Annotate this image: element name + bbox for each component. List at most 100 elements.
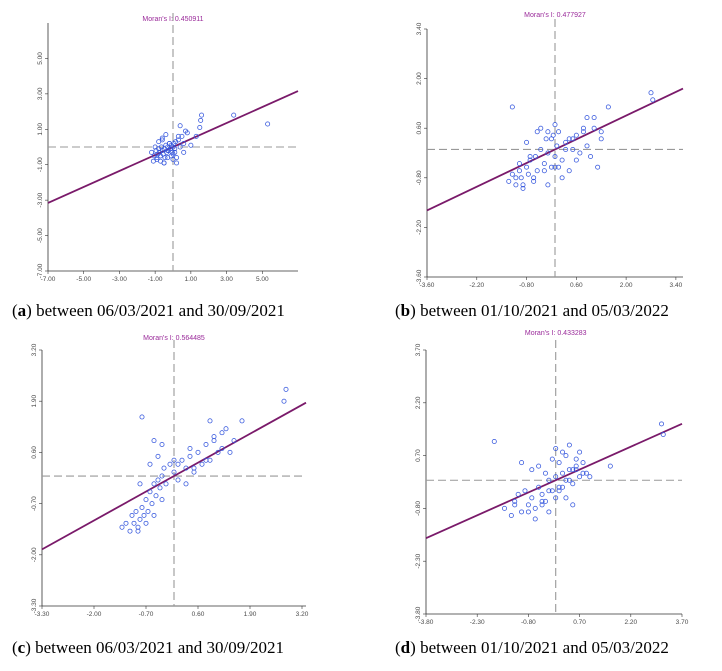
data-point <box>532 154 538 160</box>
data-point <box>563 146 569 152</box>
data-point <box>172 146 178 152</box>
data-point <box>139 505 145 511</box>
data-point <box>563 453 569 459</box>
data-point <box>520 185 526 191</box>
moran-scatter-chart-a: -7.00 -5.00 -3.00 -1.00 1.00 3.00 5.00 -7.00 -5.… <box>37 13 299 283</box>
data-point <box>177 123 183 129</box>
data-point <box>527 154 533 160</box>
y-tick-label: -2.20 <box>416 220 423 235</box>
data-point <box>524 164 530 170</box>
y-tick-label: 3.00 <box>37 87 44 100</box>
x-tick-label: 0.60 <box>570 282 583 289</box>
data-point <box>532 505 538 511</box>
y-tick-label: 3.20 <box>31 343 38 356</box>
data-point <box>151 512 157 518</box>
data-point <box>231 112 237 118</box>
data-point <box>183 481 189 487</box>
data-point <box>546 477 552 483</box>
data-point <box>607 463 613 469</box>
morans-i-label: Moran's I: 0.477927 <box>524 12 586 19</box>
moran-scatter-chart-c: -3.30 -2.00 -0.70 0.60 1.90 3.20 -3.30 -2.00 -0.… <box>31 335 309 618</box>
data-point <box>137 516 143 522</box>
data-point <box>151 438 157 444</box>
data-point <box>560 470 566 476</box>
data-point <box>573 157 579 163</box>
data-point <box>563 495 569 501</box>
data-point <box>584 143 590 149</box>
y-tick-label: -3.00 <box>37 192 44 207</box>
data-point <box>133 509 139 514</box>
data-point <box>539 491 545 497</box>
y-tick-label: -7.00 <box>37 263 44 278</box>
x-tick-label: -0.80 <box>521 619 536 626</box>
regression-line <box>41 401 307 551</box>
moran-scatter-chart-b: -3.60 -2.20 -0.80 0.60 2.00 3.40 -3.60 -2.20 -0.… <box>416 12 684 289</box>
data-point <box>556 129 562 135</box>
y-tick-label: 0.60 <box>416 121 423 134</box>
x-tick-label: -3.60 <box>420 282 435 289</box>
x-tick-label: 2.00 <box>620 282 633 289</box>
data-point <box>518 175 524 181</box>
data-point <box>580 460 586 466</box>
y-tick-label: 3.70 <box>415 343 422 356</box>
data-point <box>155 453 161 459</box>
data-point <box>577 449 583 455</box>
data-point <box>159 137 165 143</box>
data-point <box>531 175 537 181</box>
x-tick-label: -5.00 <box>76 276 91 283</box>
data-point <box>219 445 225 451</box>
data-point <box>512 498 518 504</box>
data-point <box>147 461 153 467</box>
data-point <box>529 467 535 473</box>
y-tick-label: -2.00 <box>31 547 38 562</box>
data-point <box>566 168 572 174</box>
data-point <box>175 133 181 139</box>
data-point <box>566 467 572 473</box>
data-point <box>538 146 544 152</box>
data-point <box>502 505 507 511</box>
data-point <box>556 488 562 494</box>
data-point <box>522 488 528 494</box>
x-tick-label: 3.20 <box>296 611 309 618</box>
data-point <box>157 485 163 491</box>
data-point <box>559 157 565 163</box>
data-point <box>207 457 213 463</box>
data-point <box>188 142 194 148</box>
data-point <box>183 465 189 471</box>
y-tick-label: 0.70 <box>415 449 422 462</box>
caption-a: (a) between 06/03/2021 and 30/09/2021 <box>12 301 285 320</box>
data-point <box>207 418 213 424</box>
data-point <box>650 97 656 103</box>
data-point <box>553 446 559 452</box>
x-tick-label: 0.60 <box>192 611 205 618</box>
data-point <box>506 178 512 184</box>
data-point <box>181 149 187 155</box>
x-tick-label: 5.00 <box>256 276 269 283</box>
data-point <box>147 489 153 495</box>
data-point <box>170 151 176 157</box>
caption-letter: b <box>400 301 411 320</box>
morans-i-label: Moran's I: 0.564485 <box>143 335 205 342</box>
data-point <box>552 164 558 170</box>
data-point <box>152 144 158 150</box>
x-tick-label: -2.30 <box>470 619 485 626</box>
x-tick-label: -7.00 <box>41 276 56 283</box>
data-point <box>171 469 177 475</box>
y-tick-label: -3.30 <box>31 598 38 613</box>
data-point <box>598 129 604 135</box>
data-point <box>552 122 558 128</box>
data-point <box>546 488 552 494</box>
data-point <box>546 509 552 515</box>
data-point <box>570 136 576 142</box>
data-point <box>573 463 579 469</box>
data-point <box>508 512 514 518</box>
data-point <box>570 146 576 152</box>
data-point <box>534 168 540 174</box>
data-point <box>195 449 201 455</box>
data-point <box>135 528 141 534</box>
data-point <box>538 125 544 131</box>
data-point <box>219 430 225 436</box>
caption-d: (d) between 01/10/2021 and 05/03/2022 <box>395 638 669 657</box>
data-point <box>149 501 155 507</box>
data-point <box>520 182 526 188</box>
